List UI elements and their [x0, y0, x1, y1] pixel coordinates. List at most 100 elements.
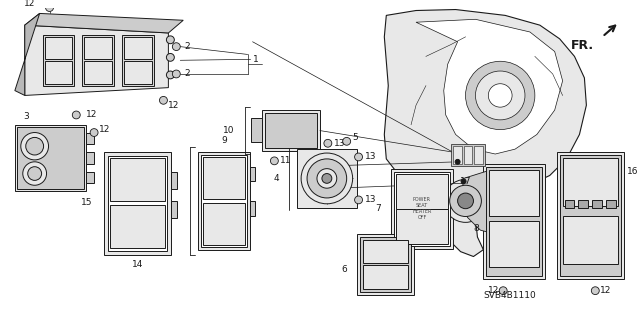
Bar — [43, 35, 74, 86]
Circle shape — [488, 84, 512, 107]
Bar — [110, 205, 165, 248]
Bar — [606, 200, 616, 208]
Bar — [122, 35, 154, 86]
Bar — [172, 172, 177, 189]
Bar — [110, 158, 165, 201]
Bar — [15, 125, 86, 191]
Circle shape — [21, 132, 49, 160]
Text: 15: 15 — [81, 198, 92, 207]
Circle shape — [45, 4, 54, 11]
Text: 12: 12 — [86, 110, 97, 120]
Bar — [452, 146, 461, 164]
Text: 12: 12 — [168, 101, 180, 110]
Bar — [250, 167, 255, 181]
Text: 5: 5 — [353, 133, 358, 142]
Circle shape — [166, 71, 174, 79]
Bar — [463, 146, 472, 164]
Text: 12: 12 — [600, 286, 612, 295]
Bar — [362, 240, 408, 263]
Text: 12: 12 — [99, 125, 111, 134]
Bar — [86, 172, 94, 183]
Text: 14: 14 — [132, 260, 143, 269]
Text: 12: 12 — [488, 286, 499, 295]
Bar — [124, 37, 152, 59]
Circle shape — [476, 71, 525, 120]
Circle shape — [322, 174, 332, 183]
Text: POWER
SEAT
HEATER
OFF: POWER SEAT HEATER OFF — [412, 197, 431, 220]
Text: 12: 12 — [24, 0, 36, 8]
Bar — [593, 200, 602, 208]
Bar — [251, 118, 262, 142]
Circle shape — [301, 153, 353, 204]
Circle shape — [458, 193, 474, 209]
Bar — [250, 201, 255, 216]
Bar — [451, 144, 485, 166]
Circle shape — [159, 96, 168, 104]
Circle shape — [355, 153, 362, 161]
Polygon shape — [25, 25, 168, 95]
Bar — [557, 152, 624, 279]
Circle shape — [324, 139, 332, 147]
Bar — [201, 155, 246, 247]
Text: 13: 13 — [334, 139, 346, 148]
Circle shape — [317, 169, 337, 188]
Bar — [486, 167, 542, 276]
Circle shape — [450, 185, 481, 217]
Text: 10: 10 — [223, 126, 235, 135]
Circle shape — [172, 70, 180, 78]
Circle shape — [72, 111, 80, 119]
Circle shape — [166, 36, 174, 44]
Polygon shape — [384, 10, 586, 256]
Bar — [108, 156, 168, 251]
Text: 8: 8 — [474, 224, 479, 233]
Bar — [203, 157, 244, 199]
Circle shape — [26, 137, 44, 155]
Bar — [579, 200, 588, 208]
Bar — [172, 201, 177, 219]
Text: 6: 6 — [341, 265, 347, 274]
Bar — [394, 172, 450, 246]
Bar — [198, 152, 250, 250]
Circle shape — [499, 287, 507, 294]
Text: 17: 17 — [460, 177, 472, 186]
Bar — [362, 265, 408, 289]
Circle shape — [23, 162, 47, 185]
Bar — [490, 170, 539, 216]
Text: 13: 13 — [365, 196, 376, 204]
Bar — [559, 155, 621, 276]
Bar — [104, 152, 172, 255]
Text: SVB4B1110: SVB4B1110 — [483, 291, 536, 300]
Bar — [474, 146, 483, 164]
Text: 1: 1 — [253, 55, 259, 64]
Bar — [124, 61, 152, 84]
Bar — [563, 158, 618, 206]
Circle shape — [166, 54, 174, 61]
Polygon shape — [416, 19, 563, 154]
Circle shape — [172, 43, 180, 50]
Bar — [262, 110, 320, 151]
Bar — [356, 234, 414, 294]
Text: 16: 16 — [627, 167, 639, 176]
Circle shape — [591, 287, 599, 294]
Circle shape — [465, 61, 535, 130]
Polygon shape — [25, 13, 183, 33]
Bar — [86, 132, 94, 144]
Bar — [297, 149, 356, 208]
Circle shape — [271, 157, 278, 165]
Circle shape — [455, 160, 460, 164]
Circle shape — [461, 179, 466, 184]
Bar — [396, 209, 448, 244]
Polygon shape — [461, 172, 525, 234]
Text: 9: 9 — [221, 136, 227, 145]
Text: 7: 7 — [376, 204, 381, 213]
Bar — [84, 37, 112, 59]
Bar — [490, 221, 539, 267]
Text: 13: 13 — [365, 152, 376, 161]
Bar — [45, 61, 72, 84]
Bar — [564, 200, 575, 208]
Text: 3: 3 — [23, 112, 29, 122]
Text: 11: 11 — [280, 156, 292, 165]
Bar — [86, 152, 94, 164]
Bar — [391, 169, 452, 249]
Bar — [483, 164, 545, 279]
